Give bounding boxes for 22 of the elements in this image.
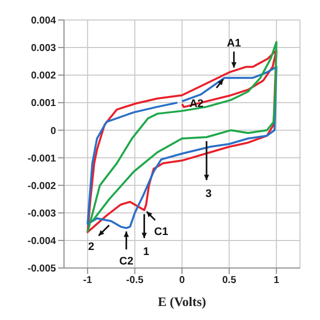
annotation: C1 — [154, 226, 168, 238]
annotation: A1 — [226, 38, 241, 50]
y-tick-label: 0.003 — [30, 43, 56, 54]
annotation: 1 — [143, 246, 150, 258]
y-tick-label: -0.003 — [28, 208, 56, 220]
annotation: C2 — [119, 255, 134, 268]
y-tick-label: -0.001 — [28, 153, 56, 164]
x-tick-label: 0 — [179, 275, 186, 286]
x-tick-label: 0.5 — [222, 275, 237, 286]
y-tick-label: 0 — [50, 126, 56, 137]
x-axis-title: E (Volts) — [158, 294, 206, 309]
y-tick-label: 0.001 — [30, 98, 56, 110]
y-tick-label: 0.002 — [30, 70, 56, 82]
annotation: 2 — [88, 241, 94, 254]
y-tick-label: -0.002 — [28, 180, 56, 192]
x-tick-label: -0.5 — [126, 275, 144, 286]
x-tick-label: 1 — [274, 275, 280, 286]
y-tick-label: -0.005 — [28, 264, 56, 275]
y-tick-label: -0.004 — [28, 236, 56, 247]
x-tick-label: -1 — [83, 275, 92, 286]
annotation: 3 — [205, 188, 212, 200]
y-tick-label: 0.004 — [30, 16, 56, 27]
